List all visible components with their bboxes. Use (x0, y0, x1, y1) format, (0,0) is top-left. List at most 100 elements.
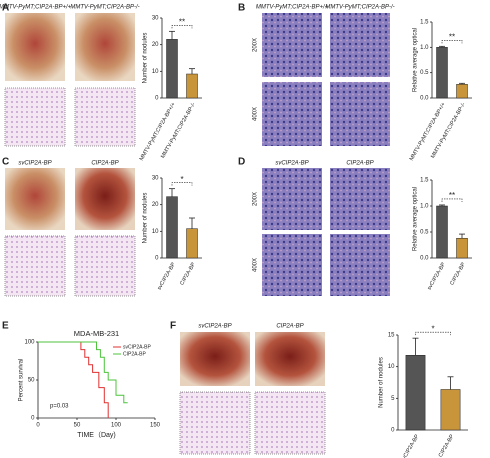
survival-line (38, 341, 128, 404)
lung-photo (75, 168, 135, 230)
y-tick-label: 0.5 (420, 230, 429, 236)
magnification: 400X (253, 107, 259, 121)
images (4, 13, 390, 455)
lung-section (254, 391, 326, 455)
y-tick-label: 1.0 (420, 45, 429, 51)
image-label: MMTV-PyMT;CIP2A-BP+/+ (256, 5, 329, 11)
significance-bracket (171, 25, 193, 29)
image-label: MMTV-PyMT;CIP2A-BP+/+ (0, 5, 72, 11)
image-label: MMTV-PyMT;CIP2A-BP-/- (70, 5, 139, 11)
x-tick-label: svCIP2A-BP (400, 433, 421, 458)
panel-letter: B (238, 3, 245, 14)
image-label: svCIP2A-BP (275, 161, 308, 167)
x-tick-label: svCIP2A-BP (427, 261, 448, 291)
lung-section (4, 87, 66, 147)
y-tick-label: 1.0 (420, 204, 429, 210)
y-axis-label: Relative average optical (413, 187, 419, 251)
y-tick-label: 20 (152, 202, 159, 208)
y-tick-label: 0.0 (420, 256, 429, 262)
lung-section (4, 235, 66, 297)
image-label: CIP2A-BP (276, 324, 303, 330)
significance-bracket (171, 182, 193, 186)
bar (436, 205, 448, 259)
lung-section (74, 87, 136, 147)
x-tick-label: 100 (111, 423, 122, 429)
bar (456, 84, 468, 99)
significance: ** (449, 32, 455, 41)
lung-section (179, 391, 251, 455)
significance: ** (449, 191, 455, 200)
x-axis-label: TIME（Day) (77, 431, 116, 439)
panel-letter: D (238, 157, 245, 168)
image-label: svCIP2A-BP (18, 161, 51, 167)
y-tick-label: 0 (155, 256, 159, 262)
y-axis-label: Relative average optical (413, 28, 419, 92)
y-tick-label: 15 (388, 333, 395, 339)
panel-letter: A (2, 3, 9, 14)
y-tick-label: 0 (31, 416, 35, 422)
x-tick-label: MMTV-PyMT;CIP2A-BP+/+ (409, 102, 447, 162)
histology (330, 168, 390, 230)
bar (405, 355, 426, 431)
bar (186, 73, 198, 99)
y-tick-label: 20 (152, 42, 159, 48)
histology (262, 234, 322, 296)
bar (440, 389, 461, 431)
y-tick-label: 1.5 (420, 20, 429, 26)
image-label: MMTV-PyMT;CIP2A-BP-/- (325, 5, 394, 11)
histology (262, 13, 322, 77)
y-axis-label: Percent survival (19, 359, 25, 402)
significance: * (180, 175, 183, 184)
y-tick-label: 10 (388, 364, 395, 370)
y-tick-label: 1.5 (420, 178, 429, 184)
lung-photo (255, 332, 325, 386)
bar (166, 39, 178, 99)
panel-letter: F (170, 321, 176, 332)
image-label: CIP2A-BP (346, 161, 373, 167)
lung-photo (75, 13, 135, 81)
chart-title: MDA-MB-231 (74, 329, 119, 338)
x-tick-label: CIP2A-BP (449, 261, 467, 286)
x-tick-label: MMTV-PyMT;CIP2A-BP+/+ (139, 102, 177, 162)
bar (436, 47, 448, 99)
y-tick-label: 0.5 (420, 70, 429, 76)
x-tick-label: 0 (36, 423, 40, 429)
y-tick-label: 100 (24, 340, 35, 346)
x-tick-label: 50 (74, 423, 81, 429)
legend-label: CIP2A-BP (123, 351, 146, 357)
lung-photo (180, 332, 250, 386)
significance-bracket (441, 40, 463, 44)
bar (166, 196, 178, 259)
image-label: CIP2A-BP (91, 161, 118, 167)
lung-section (74, 235, 136, 297)
significance: * (431, 324, 434, 333)
annotation: p=0.03 (50, 404, 69, 410)
bar (456, 237, 468, 259)
significance-bracket (441, 198, 463, 202)
lung-photo (5, 13, 65, 81)
x-tick-label: svCIP2A-BP (157, 261, 178, 291)
magnification: 200X (253, 38, 259, 52)
significance: ** (179, 17, 185, 26)
y-tick-label: 30 (152, 16, 159, 22)
x-tick-label: MMTV-PyMT;CIP2A-BP-/- (160, 102, 197, 160)
y-tick-label: 0 (155, 96, 159, 102)
histology (330, 82, 390, 146)
panel-letter: E (2, 321, 9, 332)
y-tick-label: 5 (391, 396, 395, 402)
legend-label: svCIP2A-BP (123, 344, 151, 350)
significance-bracket (415, 331, 451, 336)
y-axis-label: Number of nodules (143, 33, 149, 84)
magnification: 400X (253, 258, 259, 272)
histology (330, 234, 390, 296)
x-tick-label: CIP2A-BP (179, 261, 197, 286)
survival-line (38, 341, 109, 418)
histology (262, 168, 322, 230)
histology (330, 13, 390, 77)
y-tick-label: 0.0 (420, 96, 429, 102)
y-axis-label: Number of nodules (379, 357, 385, 408)
x-tick-label: CIP2A-BP (438, 433, 456, 458)
image-label: svCIP2A-BP (198, 324, 231, 330)
y-tick-label: 10 (152, 69, 159, 75)
x-tick-label: 150 (150, 423, 161, 429)
